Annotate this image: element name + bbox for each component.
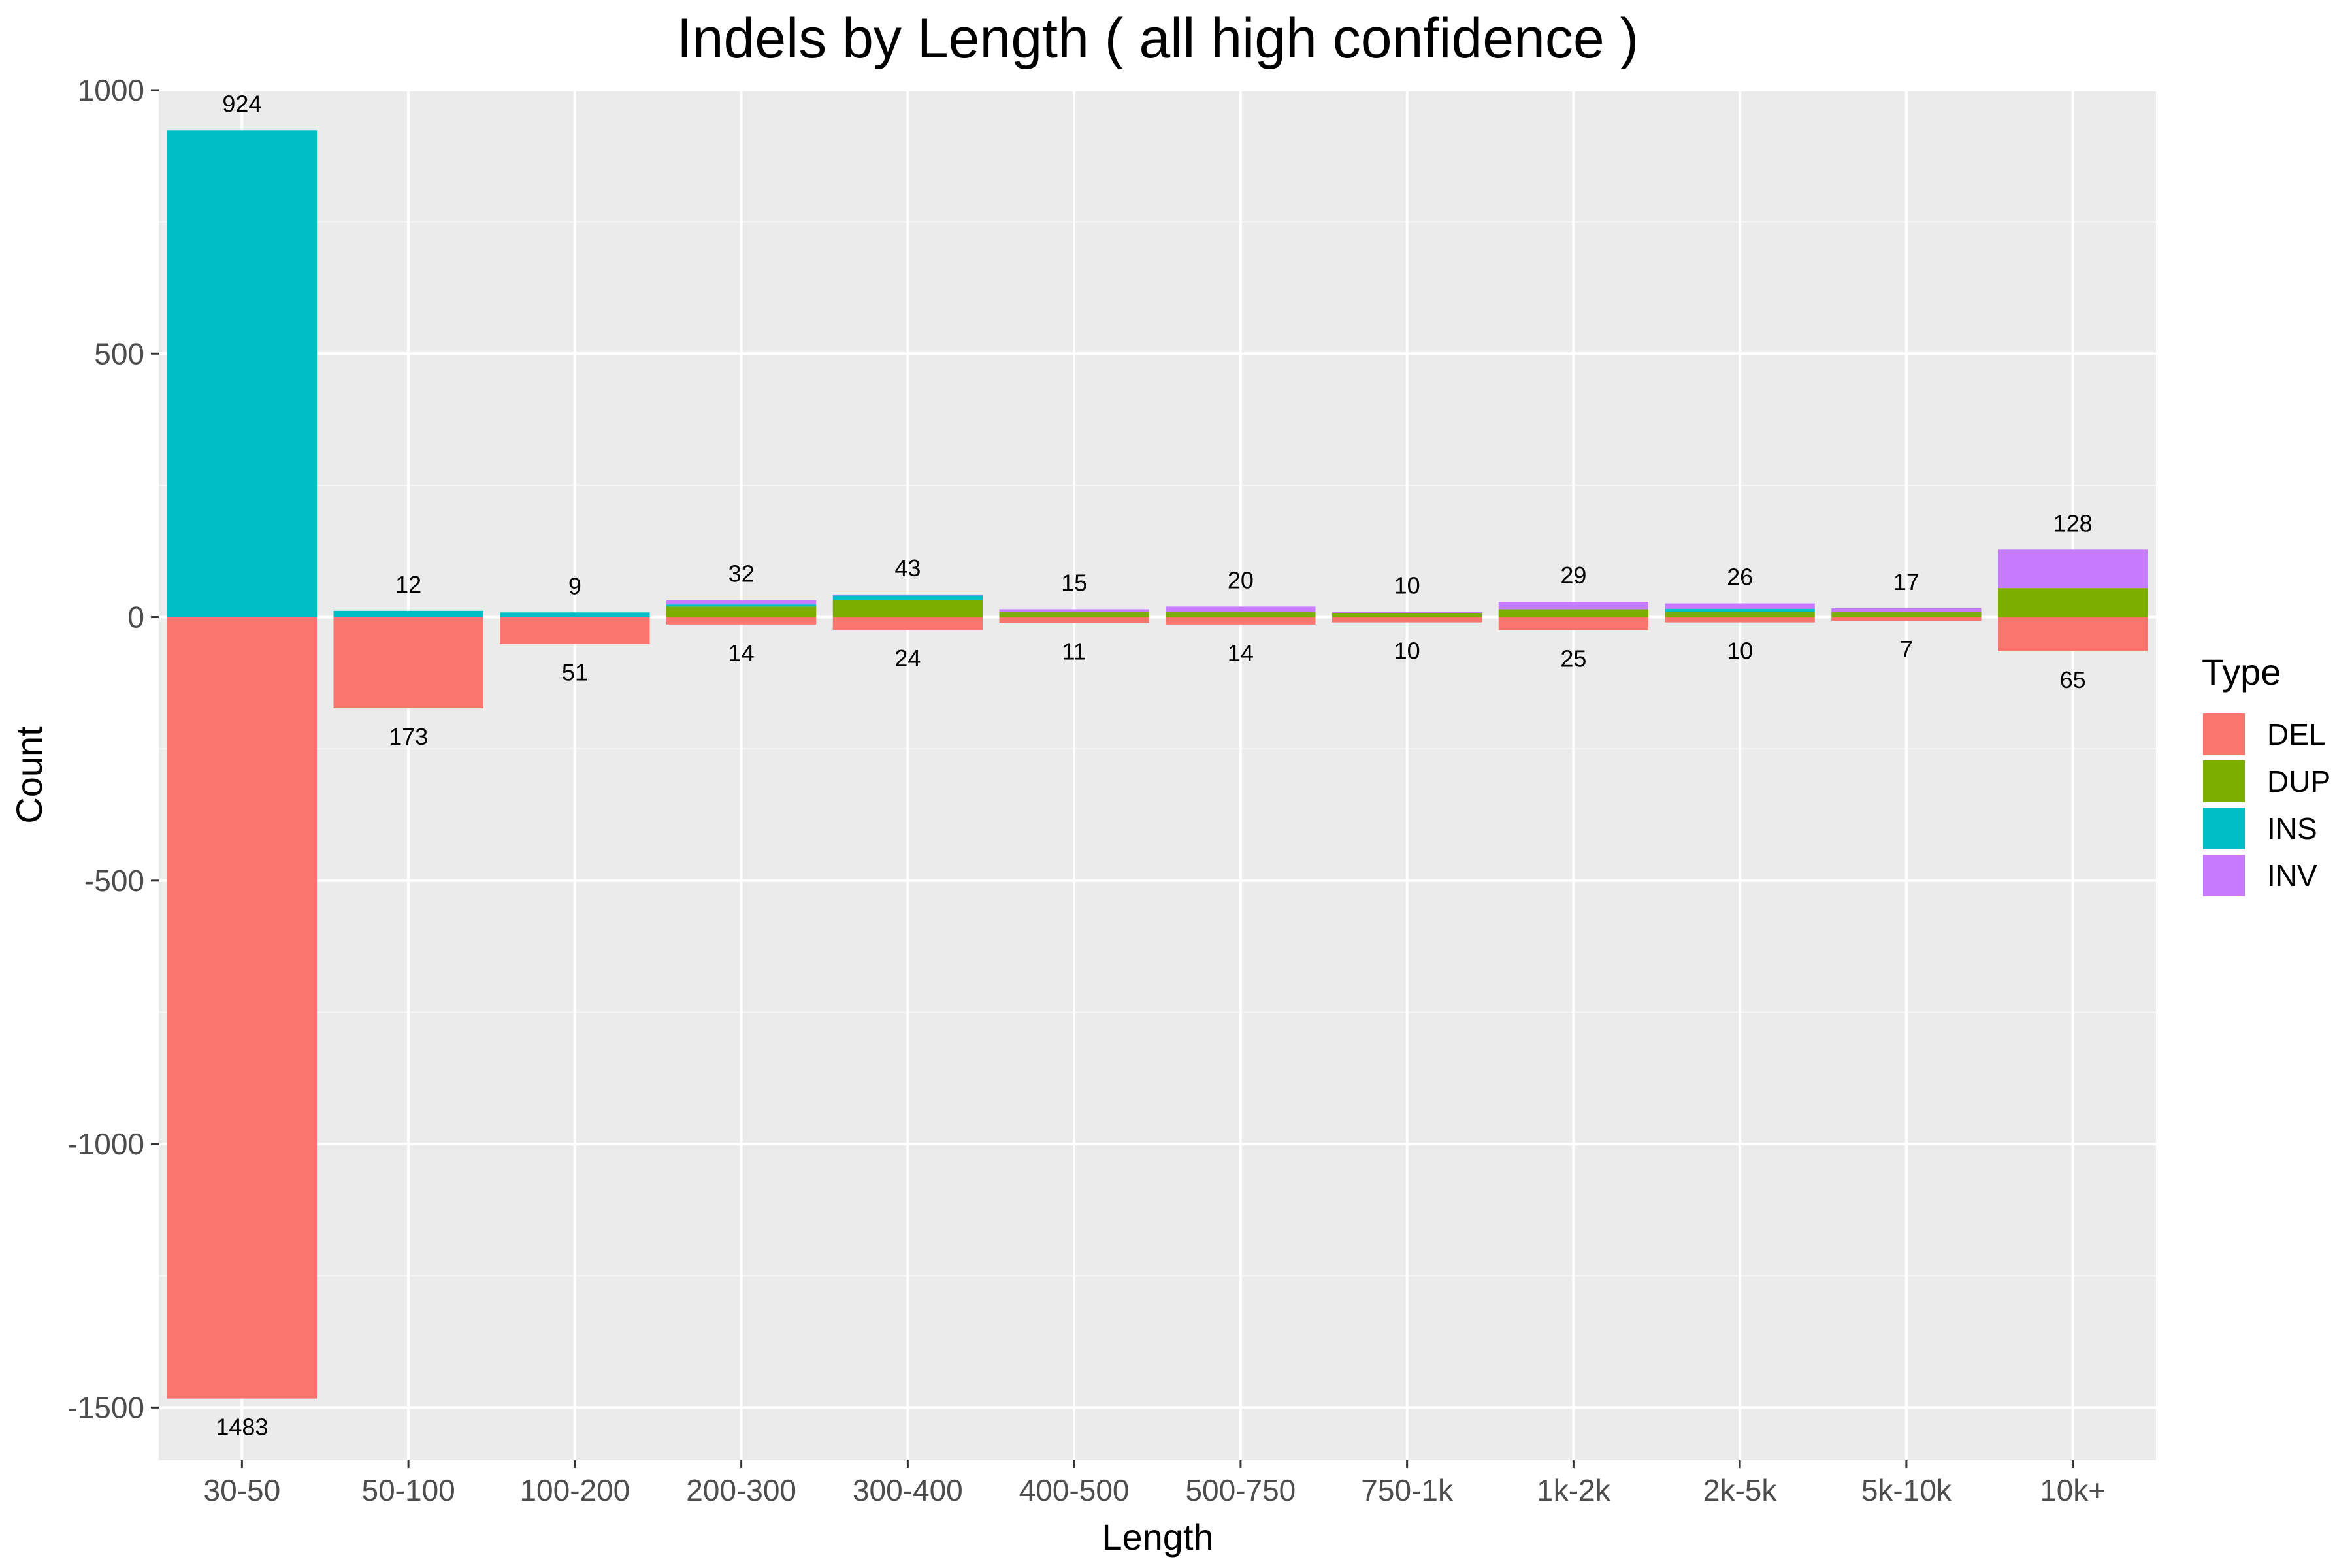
bar-del-50-100: [333, 617, 483, 709]
x-axis-title: Length: [1102, 1516, 1213, 1558]
data-label-positive: 9: [568, 572, 581, 599]
bar-inv-200-300: [666, 600, 816, 604]
y-tick-label: -500: [84, 864, 144, 898]
data-label-negative: 7: [1900, 636, 1913, 662]
bar-del-750-1k: [1332, 617, 1482, 623]
legend-key-ins: [2203, 808, 2245, 849]
plot-panel: [159, 90, 2156, 1460]
data-label-negative: 25: [1560, 645, 1586, 672]
x-tick-label: 1k-2k: [1537, 1473, 1610, 1507]
data-label-negative: 65: [2060, 666, 2086, 693]
x-tick-label: 400-500: [1019, 1473, 1130, 1507]
legend-label-dup: DUP: [2267, 764, 2330, 798]
x-tick-label: 30-50: [204, 1473, 281, 1507]
bar-del-1k-2k: [1499, 617, 1648, 630]
legend-label-inv: INV: [2267, 858, 2317, 892]
x-tick-label: 50-100: [362, 1473, 455, 1507]
bar-dup-400-500: [999, 612, 1149, 617]
bar-del-2k-5k: [1665, 617, 1814, 623]
bar-dup-200-300: [666, 606, 816, 617]
bar-dup-500-750: [1166, 612, 1315, 617]
bar-ins-2k-5k: [1665, 609, 1814, 612]
bar-inv-300-400: [833, 595, 983, 596]
bar-ins-100-200: [500, 612, 649, 617]
legend-key-dup: [2203, 760, 2245, 802]
x-tick-label: 100-200: [519, 1473, 630, 1507]
y-axis-title: Count: [8, 726, 50, 824]
data-label-positive: 26: [1727, 564, 1753, 591]
data-label-negative: 11: [1062, 638, 1086, 664]
y-tick-label: 0: [127, 600, 144, 634]
bar-dup-10k+: [1998, 588, 2148, 617]
y-tick-label: 1000: [78, 73, 144, 107]
bar-ins-50-100: [333, 611, 483, 617]
bar-dup-1k-2k: [1499, 609, 1648, 617]
bar-inv-2k-5k: [1665, 604, 1814, 609]
bar-del-200-300: [666, 617, 816, 625]
data-label-positive: 924: [222, 90, 261, 117]
data-label-positive: 17: [1893, 568, 1919, 595]
data-label-positive: 29: [1560, 562, 1586, 589]
y-tick-label: 500: [94, 336, 144, 370]
y-tick-label: -1500: [67, 1390, 144, 1424]
x-tick-label: 300-400: [853, 1473, 963, 1507]
legend-key-inv: [2203, 855, 2245, 896]
data-label-positive: 128: [2053, 510, 2093, 536]
legend-label-del: DEL: [2267, 717, 2325, 751]
bar-ins-30-50: [167, 130, 317, 617]
bar-del-30-50: [167, 617, 317, 1399]
data-label-positive: 43: [894, 555, 921, 581]
data-label-negative: 173: [389, 723, 428, 750]
data-label-positive: 32: [728, 561, 755, 587]
data-label-negative: 24: [894, 645, 921, 672]
x-tick-label: 500-750: [1185, 1473, 1296, 1507]
bar-ins-300-400: [833, 595, 983, 599]
x-tick-label: 10k+: [2040, 1473, 2106, 1507]
data-label-negative: 10: [1727, 638, 1753, 664]
data-label-negative: 51: [562, 659, 588, 686]
data-label-negative: 10: [1394, 638, 1420, 664]
legend-key-del: [2203, 713, 2245, 755]
bar-inv-5k-10k: [1831, 608, 1981, 612]
data-label-positive: 10: [1394, 572, 1420, 598]
legend-label-ins: INS: [2267, 811, 2317, 845]
data-label-positive: 15: [1061, 569, 1087, 596]
y-tick-label: -1000: [67, 1127, 144, 1161]
bar-inv-400-500: [999, 609, 1149, 612]
bar-inv-1k-2k: [1499, 602, 1648, 609]
data-label-negative: 14: [728, 640, 755, 666]
data-label-positive: 12: [395, 571, 421, 598]
bar-inv-750-1k: [1332, 612, 1482, 613]
bar-inv-10k+: [1998, 549, 2148, 588]
bar-del-300-400: [833, 617, 983, 630]
legend-title: Type: [2202, 651, 2281, 693]
chart-title: Indels by Length ( all high confidence ): [677, 7, 1639, 70]
bar-del-500-750: [1166, 617, 1315, 625]
bar-del-5k-10k: [1831, 617, 1981, 621]
x-tick-label: 750-1k: [1361, 1473, 1454, 1507]
x-tick-label: 2k-5k: [1703, 1473, 1777, 1507]
x-tick-label: 5k-10k: [1861, 1473, 1952, 1507]
data-label-negative: 1483: [216, 1414, 268, 1441]
bar-del-400-500: [999, 617, 1149, 623]
bar-del-100-200: [500, 617, 649, 644]
bar-ins-200-300: [666, 604, 816, 606]
x-tick-label: 200-300: [686, 1473, 796, 1507]
bar-dup-5k-10k: [1831, 612, 1981, 617]
bar-dup-300-400: [833, 600, 983, 617]
bar-dup-2k-5k: [1665, 612, 1814, 617]
data-label-negative: 14: [1228, 640, 1254, 666]
bar-dup-750-1k: [1332, 613, 1482, 617]
bar-inv-500-750: [1166, 606, 1315, 612]
bar-del-10k+: [1998, 617, 2148, 651]
data-label-positive: 20: [1228, 566, 1254, 593]
